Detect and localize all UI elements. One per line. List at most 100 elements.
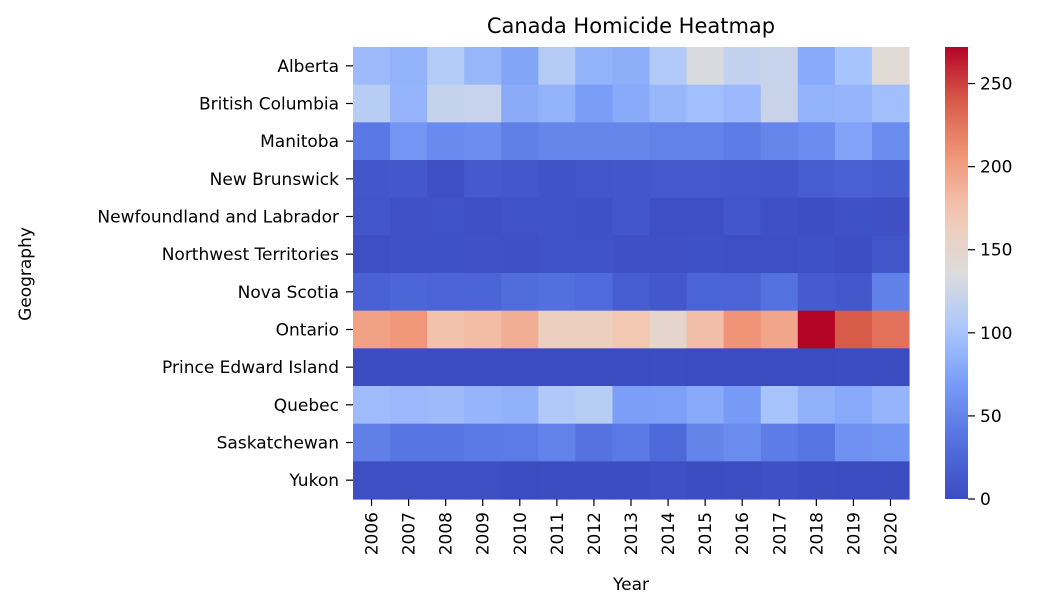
colorbar-tick-label: 250 [980, 75, 1012, 95]
heatmap-cell [353, 122, 391, 161]
heatmap-cell [797, 160, 836, 199]
heatmap-cell [871, 348, 910, 387]
heatmap-cell [871, 197, 910, 236]
heatmap-cell [871, 122, 910, 161]
heatmap-cell [797, 461, 836, 500]
heatmap-cell [760, 122, 799, 161]
heatmap-cell [575, 273, 614, 312]
colorbar-tick-label: 0 [980, 490, 991, 510]
heatmap-cell [723, 160, 762, 199]
heatmap-cell [612, 47, 651, 86]
heatmap-cell [686, 122, 725, 161]
heatmap-cell [871, 273, 910, 312]
x-axis-label: Year [612, 575, 649, 595]
heatmap-cell [649, 273, 688, 312]
heatmap-cell [871, 423, 910, 462]
heatmap-cell [686, 461, 725, 500]
heatmap-cell [686, 84, 725, 123]
heatmap-cell [538, 197, 576, 236]
heatmap-cell [723, 235, 762, 274]
heatmap-cell [686, 423, 725, 462]
heatmap-cell [686, 273, 725, 312]
heatmap-cell [686, 386, 725, 425]
heatmap-cell [612, 386, 651, 425]
heatmap-cell [464, 160, 502, 199]
heatmap-cell [723, 84, 762, 123]
heatmap-cell [686, 348, 725, 387]
heatmap-cell [649, 122, 688, 161]
x-tick-label: 2015 [696, 512, 716, 555]
heatmap-cell [390, 273, 428, 312]
heatmap-cell [353, 273, 391, 312]
heatmap-cell [353, 235, 391, 274]
heatmap-cell [834, 235, 873, 274]
heatmap-cell [797, 423, 836, 462]
heatmap-cell [464, 47, 502, 86]
heatmap-cell [723, 47, 762, 86]
x-tick-label: 2020 [881, 512, 901, 555]
heatmap-cell [390, 84, 428, 123]
heatmap-cell [501, 348, 539, 387]
heatmap-cell [464, 273, 502, 312]
colorbar [945, 47, 968, 499]
heatmap-cell [427, 122, 465, 161]
heatmap-cell [649, 348, 688, 387]
heatmap-cell [390, 310, 428, 349]
heatmap-cell [575, 160, 614, 199]
heatmap-cell [501, 273, 539, 312]
x-tick-label: 2016 [733, 512, 753, 555]
heatmap-cell [390, 235, 428, 274]
heatmap-cell [760, 423, 799, 462]
heatmap-cell [797, 122, 836, 161]
heatmap-cell [612, 160, 651, 199]
heatmap-cell [612, 122, 651, 161]
heatmap-cell [834, 461, 873, 500]
heatmap-cell [538, 122, 576, 161]
heatmap-cell [649, 423, 688, 462]
heatmap-cell [871, 160, 910, 199]
heatmap-cell [649, 310, 688, 349]
heatmap-cell [723, 122, 762, 161]
heatmap-cell [501, 310, 539, 349]
y-tick-label: British Columbia [199, 95, 339, 115]
heatmap-cell [538, 84, 576, 123]
heatmap-cell [612, 235, 651, 274]
heatmap-cell [686, 310, 725, 349]
heatmap-cell [353, 423, 391, 462]
x-tick-label: 2006 [363, 512, 383, 555]
colorbar-tick-label: 200 [980, 158, 1012, 178]
heatmap-cell [834, 197, 873, 236]
heatmap-cell [723, 197, 762, 236]
heatmap-cell [427, 461, 465, 500]
y-tick-label: Quebec [274, 396, 339, 416]
heatmap-cell [501, 423, 539, 462]
heatmap-cell [649, 461, 688, 500]
heatmap-cell [686, 160, 725, 199]
heatmap-cell [464, 386, 502, 425]
heatmap-cell [538, 160, 576, 199]
heatmap-cell [649, 160, 688, 199]
heatmap-cell [871, 47, 910, 86]
heatmap-cell [760, 160, 799, 199]
y-tick-label: Newfoundland and Labrador [97, 208, 339, 228]
heatmap-cell [353, 160, 391, 199]
heatmap-cell [427, 273, 465, 312]
heatmap-cell [427, 348, 465, 387]
heatmap-cell [390, 197, 428, 236]
x-tick-label: 2009 [474, 512, 494, 555]
heatmap-cell [390, 122, 428, 161]
x-tick-labels: 2006 2007 2008 2009 2010 2011 2012 2013 2014 2015… [363, 499, 901, 555]
heatmap-cell [871, 84, 910, 123]
heatmap-cell [575, 348, 614, 387]
heatmap-cell [464, 423, 502, 462]
heatmap-cell [575, 84, 614, 123]
colorbar-ticks: 0 50 100 150 200 250 [968, 75, 1012, 510]
y-tick-label: Yukon [288, 471, 339, 491]
heatmap-cell [501, 47, 539, 86]
y-tick-label: Nova Scotia [238, 283, 339, 303]
heatmap-cell [612, 461, 651, 500]
y-tick-label: Ontario [276, 321, 339, 341]
heatmap-cell [797, 84, 836, 123]
heatmap-cell [649, 386, 688, 425]
